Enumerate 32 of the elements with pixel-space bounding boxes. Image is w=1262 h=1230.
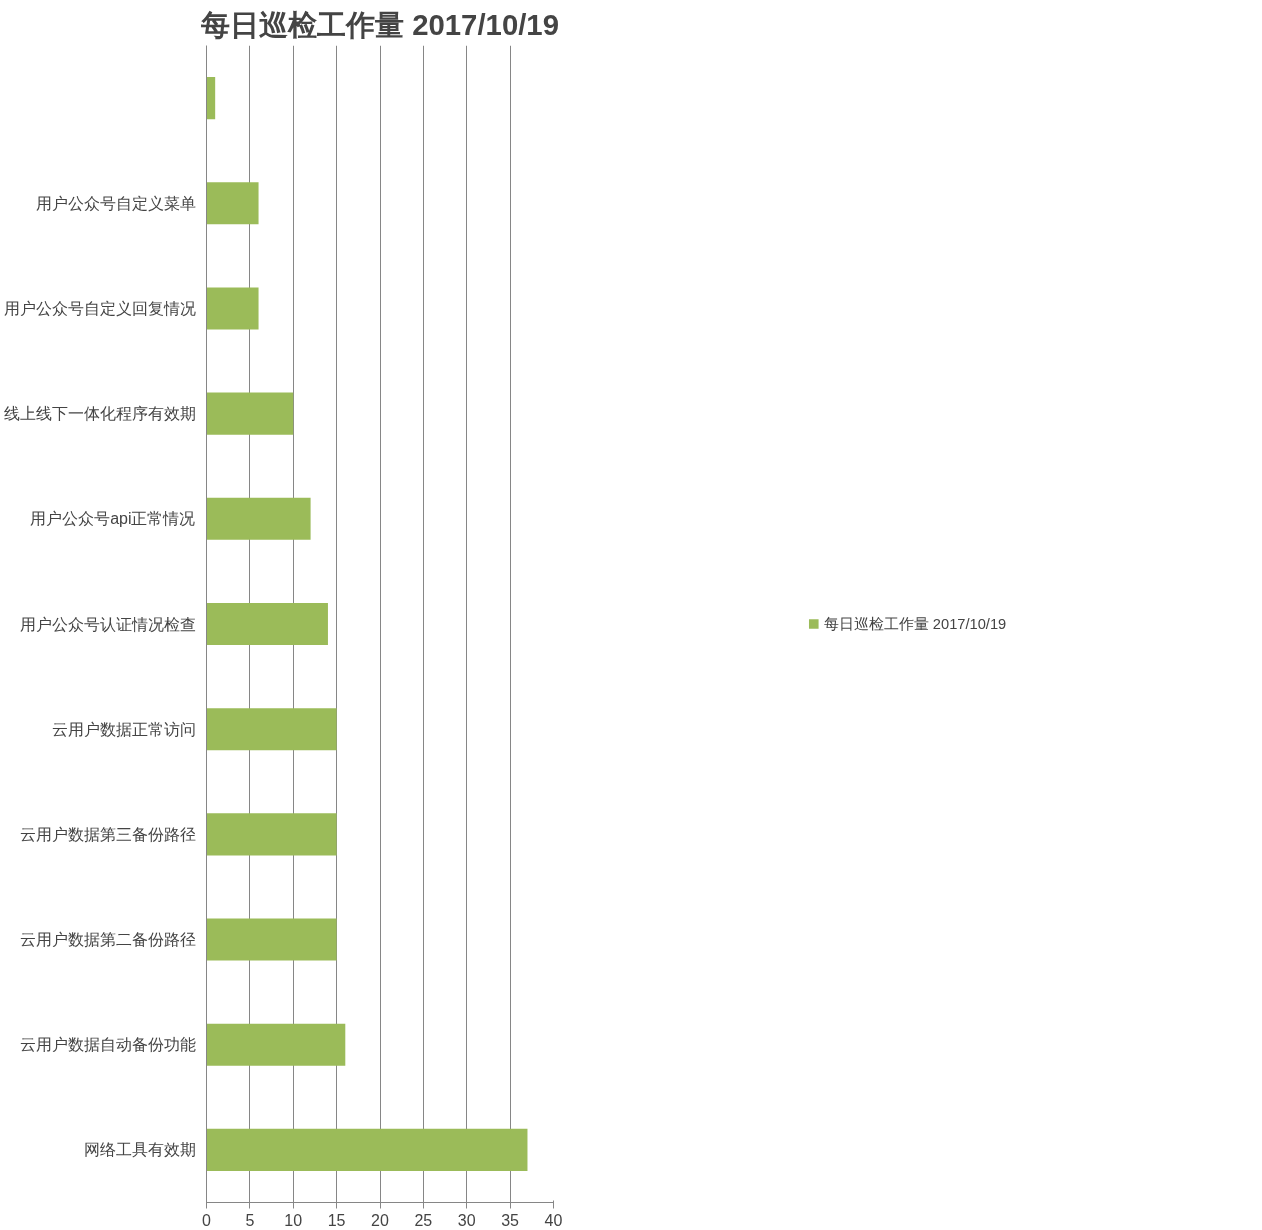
bar [206,1023,346,1066]
y-tick-label: 用户公众号自定义菜单 [35,194,196,212]
x-tick-label: 35 [501,1211,520,1229]
y-tick-label: 网络工具有效期 [83,1141,196,1159]
bar [206,602,328,646]
legend-label: 每日巡检工作量 2017/10/19 [823,614,1007,633]
bar [206,1128,528,1171]
y-tick-label: 用户公众号自定义回复情况 [3,299,196,317]
y-tick-label: 云用户数据第二备份路径 [19,931,196,949]
x-tick-label: 20 [371,1211,389,1229]
x-tick-label: 0 [202,1211,212,1229]
y-tick-label: 云用户数据正常访问 [51,720,196,738]
y-tick-label: 用户公众号api正常情况 [30,510,196,528]
x-tick-label: 25 [414,1211,433,1229]
x-tick-label: 5 [245,1211,255,1229]
bar [206,287,259,330]
x-tick-label: 10 [284,1211,303,1229]
bar [206,182,259,225]
bar [206,392,294,435]
bar [206,497,311,540]
y-tick-label: 线上线下一体化程序有效期 [3,405,196,423]
bar [206,918,337,961]
x-tick-label: 30 [457,1211,476,1229]
bar [206,708,337,751]
y-tick-label: 云用户数据自动备份功能 [19,1036,196,1054]
x-tick-label: 15 [327,1211,346,1229]
bar [206,813,337,856]
bar [206,77,216,120]
chart-title: 每日巡检工作量 2017/10/19 [200,7,559,41]
y-tick-label: 用户公众号认证情况检查 [19,615,196,633]
y-tick-label: 云用户数据第三备份路径 [19,825,196,843]
x-tick-label: 40 [544,1211,563,1229]
